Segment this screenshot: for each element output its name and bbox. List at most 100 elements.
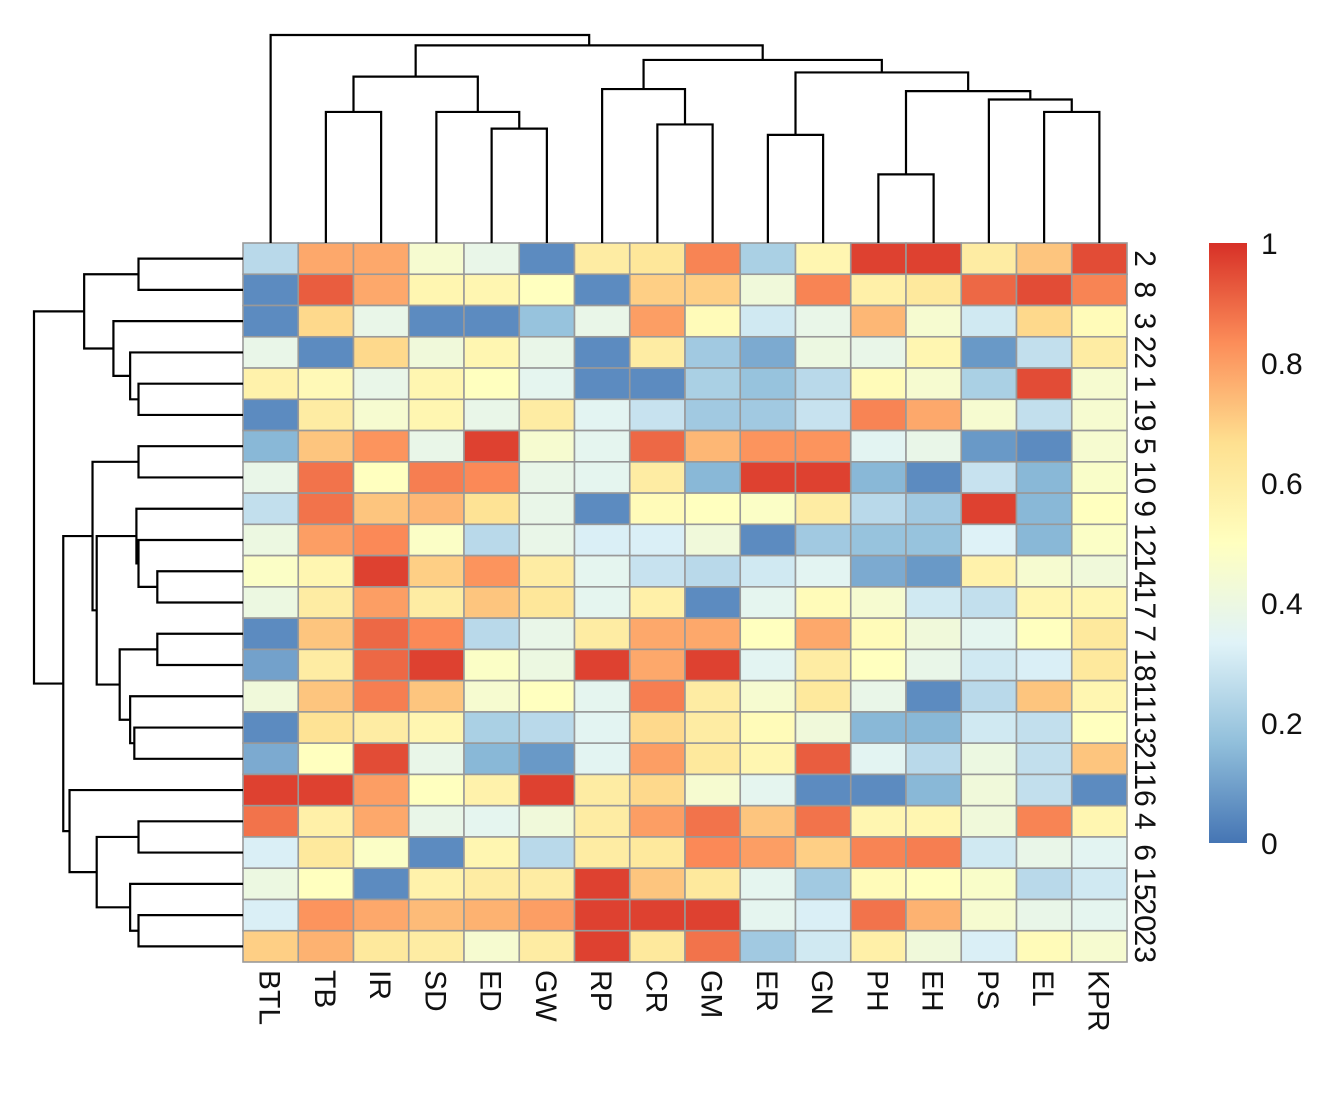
heatmap-cell xyxy=(849,273,907,307)
dendrogram-branch xyxy=(156,570,243,604)
heatmap-cell xyxy=(573,711,631,744)
heatmap-cell xyxy=(1015,648,1073,682)
heatmap-cell xyxy=(739,398,797,432)
row-label: 16 xyxy=(1128,773,1161,806)
row-label: 3 xyxy=(1128,313,1161,330)
heatmap-cell xyxy=(352,398,410,432)
heatmap-cell xyxy=(1070,398,1128,432)
heatmap-cell xyxy=(739,429,797,463)
heatmap-cell xyxy=(1070,929,1128,963)
heatmap-cell xyxy=(297,304,355,338)
heatmap-cell xyxy=(297,335,355,369)
colorbar-tick-label: 0.4 xyxy=(1261,588,1303,621)
heatmap-cell xyxy=(1070,461,1128,494)
heatmap-cell xyxy=(905,554,963,588)
heatmap-cell xyxy=(905,679,963,713)
heatmap-cell xyxy=(628,367,686,401)
heatmap-cell xyxy=(463,773,521,807)
heatmap-cell xyxy=(628,429,686,463)
heatmap-cell xyxy=(573,804,631,838)
dendrogram-branch xyxy=(324,110,383,243)
heatmap-cell xyxy=(794,461,852,494)
heatmap-cell xyxy=(573,461,631,494)
heatmap-cell xyxy=(352,679,410,713)
heatmap-cell xyxy=(960,304,1018,338)
dendrogram-branch xyxy=(269,33,591,243)
heatmap-cell xyxy=(352,773,410,807)
heatmap-cell xyxy=(463,492,521,526)
heatmap-cell xyxy=(352,429,410,463)
heatmap-cell xyxy=(849,617,907,651)
heatmap-cell xyxy=(794,836,852,870)
heatmap-cell xyxy=(849,586,907,619)
heatmap-cell xyxy=(242,461,300,494)
heatmap-cell xyxy=(463,335,521,369)
heatmap-cell xyxy=(739,304,797,338)
heatmap-cell xyxy=(1070,711,1128,744)
heatmap-cell xyxy=(684,804,742,838)
column-label: GN xyxy=(805,970,838,1015)
dendrogram-branch xyxy=(137,914,243,948)
heatmap-cell xyxy=(518,304,576,338)
heatmap-cell xyxy=(739,367,797,401)
dendrogram-branch xyxy=(129,882,243,932)
heatmap-cell xyxy=(960,742,1018,776)
heatmap-cell xyxy=(1015,273,1073,307)
heatmap-cell xyxy=(352,929,410,963)
heatmap-cell xyxy=(518,804,576,838)
heatmap-cell xyxy=(242,617,300,651)
heatmap-cell xyxy=(794,804,852,838)
heatmap-cell xyxy=(739,773,797,807)
dendrogram-branch xyxy=(95,534,137,686)
heatmap-cell xyxy=(1070,648,1128,682)
heatmap-cell xyxy=(905,461,963,494)
heatmap-cell xyxy=(684,273,742,307)
heatmap-cell xyxy=(352,242,410,276)
row-label: 5 xyxy=(1128,438,1161,455)
heatmap-cell xyxy=(628,898,686,932)
heatmap-cell xyxy=(573,335,631,369)
heatmap-cell xyxy=(1015,836,1073,870)
heatmap-cell xyxy=(352,742,410,776)
heatmap-cell xyxy=(242,242,300,276)
heatmap-cell xyxy=(407,461,465,494)
heatmap-cell xyxy=(960,461,1018,494)
heatmap-cell xyxy=(297,429,355,463)
heatmap-cell xyxy=(518,554,576,588)
heatmap-cell xyxy=(1015,679,1073,713)
heatmap-cell xyxy=(905,929,963,963)
heatmap-cell xyxy=(407,554,465,588)
heatmap-cell xyxy=(960,773,1018,807)
heatmap-cell xyxy=(905,335,963,369)
heatmap-cell xyxy=(463,523,521,557)
heatmap-cell xyxy=(297,836,355,870)
heatmap-cell xyxy=(905,242,963,276)
heatmap-cell xyxy=(463,367,521,401)
heatmap-cell xyxy=(297,804,355,838)
heatmap-cell xyxy=(794,367,852,401)
row-label: 14 xyxy=(1128,555,1161,588)
heatmap-cell xyxy=(463,617,521,651)
heatmap-cell xyxy=(684,836,742,870)
heatmap-cell xyxy=(1070,304,1128,338)
heatmap-cell xyxy=(905,273,963,307)
heatmap-cell xyxy=(960,929,1018,963)
heatmap-cell xyxy=(1015,523,1073,557)
heatmap-cell xyxy=(242,679,300,713)
dendrogram-branch xyxy=(435,110,521,243)
row-label: 23 xyxy=(1128,930,1161,963)
dendrogram-branch xyxy=(137,257,243,291)
dendrogram-branch xyxy=(129,351,243,401)
heatmap-cell xyxy=(628,711,686,744)
heatmap-cell xyxy=(297,523,355,557)
heatmap-cell xyxy=(1015,367,1073,401)
heatmap-cell xyxy=(1015,804,1073,838)
heatmap-cell xyxy=(628,304,686,338)
dendrogram-branch xyxy=(62,534,93,833)
heatmap-cell xyxy=(905,898,963,932)
heatmap-cell xyxy=(739,929,797,963)
heatmap-cell xyxy=(684,429,742,463)
heatmap-cell xyxy=(739,554,797,588)
heatmap-cell xyxy=(960,429,1018,463)
heatmap-cell xyxy=(628,867,686,901)
